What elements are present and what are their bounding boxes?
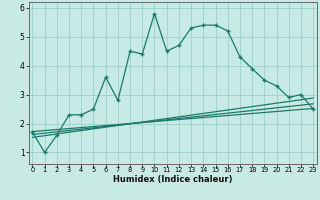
X-axis label: Humidex (Indice chaleur): Humidex (Indice chaleur)	[113, 175, 233, 184]
